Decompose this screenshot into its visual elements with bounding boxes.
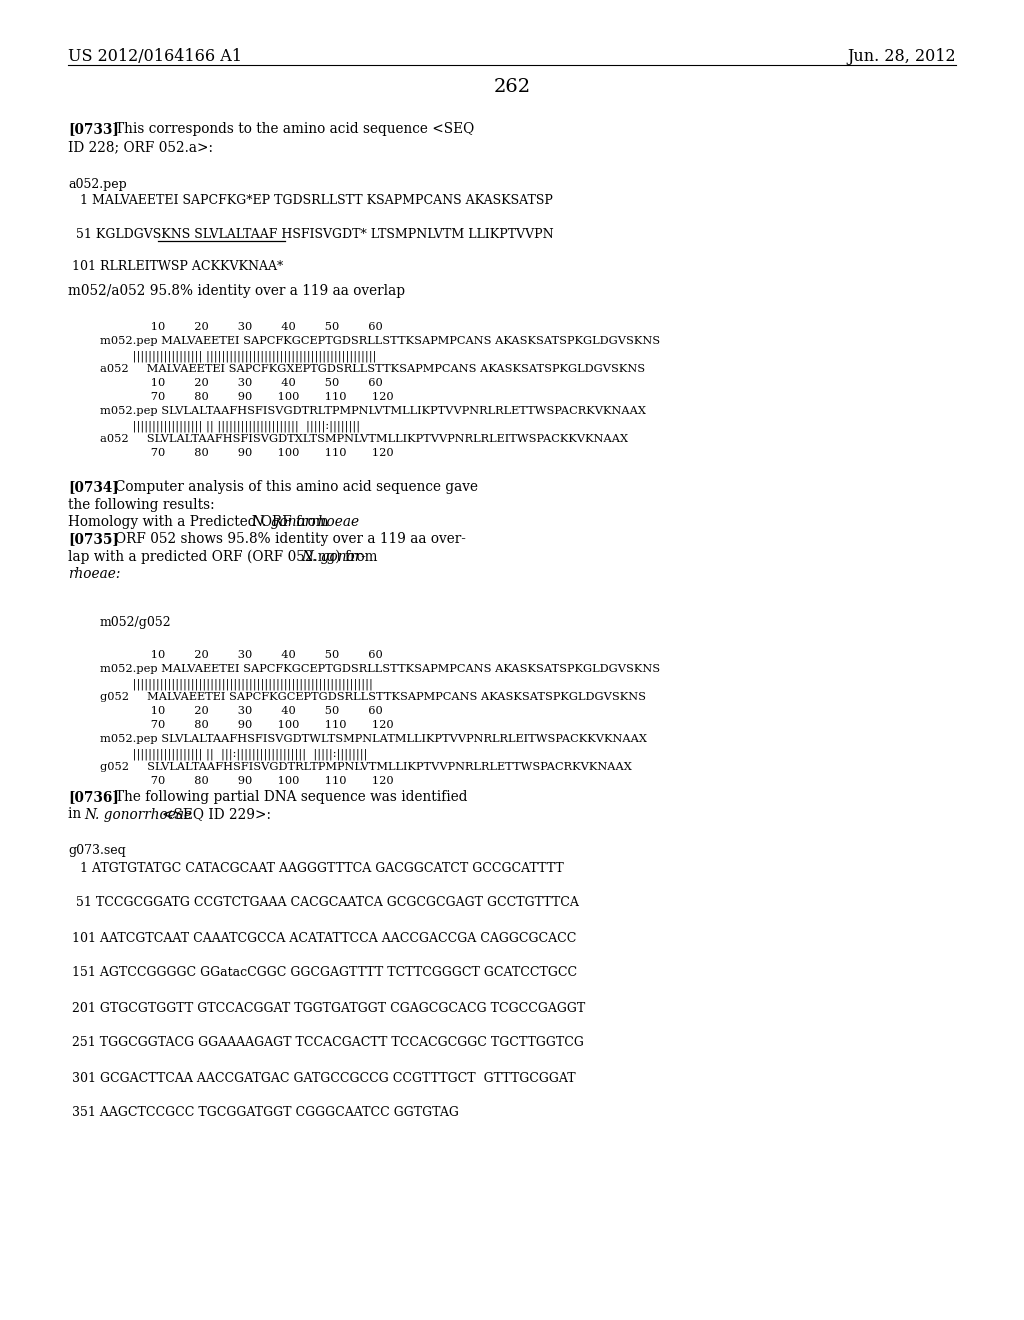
Text: N. gonorrhoeae: N. gonorrhoeae	[85, 808, 193, 821]
Text: |||||||||||||||||| ||  |||:||||||||||||||||||  |||||:||||||||: |||||||||||||||||| || |||:||||||||||||||…	[100, 748, 368, 759]
Text: 351 AAGCTCCGCC TGCGGATGGT CGGGCAATCC GGTGTAG: 351 AAGCTCCGCC TGCGGATGGT CGGGCAATCC GGT…	[68, 1106, 459, 1119]
Text: 151 AGTCCGGGGC GGatacCGGC GGCGAGTTTT TCTTCGGGCT GCATCCTGCC: 151 AGTCCGGGGC GGatacCGGC GGCGAGTTTT TCT…	[68, 966, 578, 979]
Text: 251 TGGCGGTACG GGAAAAGAGT TCCACGACTT TCCACGCGGC TGCTTGGTCG: 251 TGGCGGTACG GGAAAAGAGT TCCACGACTT TCC…	[68, 1036, 584, 1049]
Text: N. gonorrhoeae: N. gonorrhoeae	[251, 515, 359, 529]
Text: The following partial DNA sequence was identified: The following partial DNA sequence was i…	[115, 789, 468, 804]
Text: 70        80        90       100       110       120: 70 80 90 100 110 120	[100, 392, 393, 403]
Text: g052     SLVLALTAAFHSFISVGDTRLTPMPNLVTMLLIKPTVVPNRLRLETTWSPACRKVKNAAX: g052 SLVLALTAAFHSFISVGDTRLTPMPNLVTMLLIKP…	[100, 762, 632, 772]
Text: 1 MALVAEETEI SAPCFKG*EP TGDSRLLSTT KSAPMPCANS AKASKSATSP: 1 MALVAEETEI SAPCFKG*EP TGDSRLLSTT KSAPM…	[68, 194, 553, 207]
Text: 10        20        30        40        50        60: 10 20 30 40 50 60	[100, 322, 383, 333]
Text: 70        80        90       100       110       120: 70 80 90 100 110 120	[100, 447, 393, 458]
Text: [0734]: [0734]	[68, 480, 119, 494]
Text: |||||||||||||||||| ||||||||||||||||||||||||||||||||||||||||||||: |||||||||||||||||| |||||||||||||||||||||…	[100, 350, 377, 362]
Text: a052.pep: a052.pep	[68, 178, 127, 191]
Text: Jun. 28, 2012: Jun. 28, 2012	[848, 48, 956, 65]
Text: ORF 052 shows 95.8% identity over a 119 aa over-: ORF 052 shows 95.8% identity over a 119 …	[115, 532, 466, 546]
Text: 101 RLRLEITWSP ACKKVKNAA*: 101 RLRLEITWSP ACKKVKNAA*	[68, 260, 284, 273]
Text: 1 ATGTGTATGC CATACGCAAT AAGGGTTTCA GACGGCATCT GCCGCATTTT: 1 ATGTGTATGC CATACGCAAT AAGGGTTTCA GACGG…	[68, 862, 564, 874]
Text: m052.pep SLVLALTAAFHSFISVGDTWLTSMPNLATMLLIKPTVVPNRLRLEITWSPACKKVKNAAX: m052.pep SLVLALTAAFHSFISVGDTWLTSMPNLATML…	[100, 734, 647, 744]
Text: 201 GTGCGTGGTT GTCCACGGAT TGGTGATGGT CGAGCGCACG TCGCCGAGGT: 201 GTGCGTGGTT GTCCACGGAT TGGTGATGGT CGA…	[68, 1002, 586, 1015]
Text: This corresponds to the amino acid sequence <SEQ: This corresponds to the amino acid seque…	[115, 121, 474, 136]
Text: Homology with a Predicted ORF from: Homology with a Predicted ORF from	[68, 515, 333, 529]
Text: [0733]: [0733]	[68, 121, 119, 136]
Text: 10        20        30        40        50        60: 10 20 30 40 50 60	[100, 378, 383, 388]
Text: N. gonor-: N. gonor-	[301, 550, 366, 564]
Text: |||||||||||||||||| || |||||||||||||||||||||  |||||:||||||||: |||||||||||||||||| || ||||||||||||||||||…	[100, 420, 360, 432]
Text: m052.pep MALVAEETEI SAPCFKGCEPTGDSRLLSTTKSAPMPCANS AKASKSATSPKGLDGVSKNS: m052.pep MALVAEETEI SAPCFKGCEPTGDSRLLSTT…	[100, 337, 660, 346]
Text: US 2012/0164166 A1: US 2012/0164166 A1	[68, 48, 242, 65]
Text: rhoeae:: rhoeae:	[68, 568, 121, 582]
Text: 70        80        90       100       110       120: 70 80 90 100 110 120	[100, 719, 393, 730]
Text: ||||||||||||||||||||||||||||||||||||||||||||||||||||||||||||||: ||||||||||||||||||||||||||||||||||||||||…	[100, 678, 373, 689]
Text: m052.pep SLVLALTAAFHSFISVGDTRLTPMPNLVTMLLIKPTVVPNRLRLETTWSPACRKVKNAAX: m052.pep SLVLALTAAFHSFISVGDTRLTPMPNLVTML…	[100, 407, 646, 416]
Text: the following results:: the following results:	[68, 498, 215, 511]
Text: g052     MALVAEETEI SAPCFKGCEPTGDSRLLSTTKSAPMPCANS AKASKSATSPKGLDGVSKNS: g052 MALVAEETEI SAPCFKGCEPTGDSRLLSTTKSAP…	[100, 692, 646, 702]
Text: 10        20        30        40        50        60: 10 20 30 40 50 60	[100, 706, 383, 715]
Text: [0735]: [0735]	[68, 532, 119, 546]
Text: 51 KGLDGVSKNS SLVLALTAAF HSFISVGDT* LTSMPNLVTM LLIKPTVVPN: 51 KGLDGVSKNS SLVLALTAAF HSFISVGDT* LTSM…	[68, 227, 554, 240]
Text: 51 TCCGCGGATG CCGTCTGAAA CACGCAATCA GCGCGCGAGT GCCTGTTTCA: 51 TCCGCGGATG CCGTCTGAAA CACGCAATCA GCGC…	[68, 896, 579, 909]
Text: a052     MALVAEETEI SAPCFKGXEPTGDSRLLSTTKSAPMPCANS AKASKSATSPKGLDGVSKNS: a052 MALVAEETEI SAPCFKGXEPTGDSRLLSTTKSAP…	[100, 364, 645, 374]
Text: g073.seq: g073.seq	[68, 843, 126, 857]
Text: m052/a052 95.8% identity over a 119 aa overlap: m052/a052 95.8% identity over a 119 aa o…	[68, 284, 406, 298]
Text: m052/g052: m052/g052	[100, 616, 172, 630]
Text: 10        20        30        40        50        60: 10 20 30 40 50 60	[100, 649, 383, 660]
Text: in: in	[68, 808, 86, 821]
Text: ID 228; ORF 052.a>:: ID 228; ORF 052.a>:	[68, 140, 213, 154]
Text: 301 GCGACTTCAA AACCGATGAC GATGCCGCCG CCGTTTGCT  GTTTGCGGAT: 301 GCGACTTCAA AACCGATGAC GATGCCGCCG CCG…	[68, 1072, 575, 1085]
Text: 262: 262	[494, 78, 530, 96]
Text: lap with a predicted ORF (ORF 052.ng) from: lap with a predicted ORF (ORF 052.ng) fr…	[68, 550, 382, 565]
Text: Computer analysis of this amino acid sequence gave: Computer analysis of this amino acid seq…	[115, 480, 478, 494]
Text: a052     SLVLALTAAFHSFISVGDTXLTSMPNLVTMLLIKPTVVPNRLRLEITWSPACKKVKNAAX: a052 SLVLALTAAFHSFISVGDTXLTSMPNLVTMLLIKP…	[100, 434, 628, 444]
Text: [0736]: [0736]	[68, 789, 119, 804]
Text: m052.pep MALVAEETEI SAPCFKGCEPTGDSRLLSTTKSAPMPCANS AKASKSATSPKGLDGVSKNS: m052.pep MALVAEETEI SAPCFKGCEPTGDSRLLSTT…	[100, 664, 660, 675]
Text: 70        80        90       100       110       120: 70 80 90 100 110 120	[100, 776, 393, 785]
Text: 101 AATCGTCAAT CAAATCGCCA ACATATTCCA AACCGACCGA CAGGCGCACC: 101 AATCGTCAAT CAAATCGCCA ACATATTCCA AAC…	[68, 932, 577, 945]
Text: <SEQ ID 229>:: <SEQ ID 229>:	[163, 808, 271, 821]
